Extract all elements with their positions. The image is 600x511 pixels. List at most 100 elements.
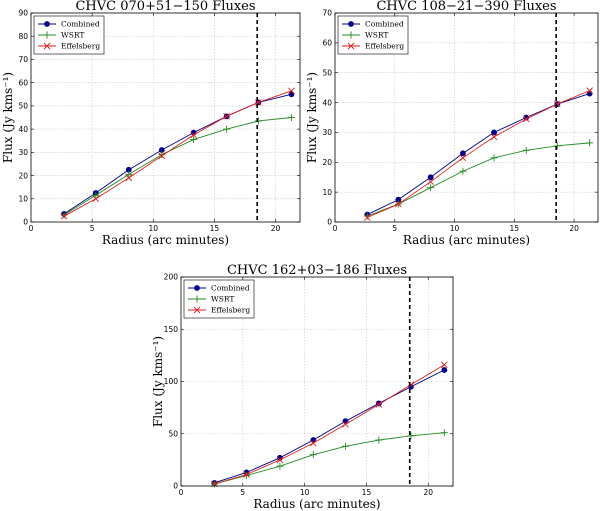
data-point-wsrt — [407, 432, 415, 440]
x-tick-label: 20 — [271, 224, 281, 233]
legend: Combined WSRT Effelsberg — [33, 15, 105, 55]
data-point-wsrt — [223, 125, 231, 133]
legend-label: WSRT — [61, 31, 84, 40]
x-tick-label: 5 — [90, 224, 95, 233]
data-point-combined — [460, 150, 466, 157]
data-point-effelsberg — [441, 361, 448, 369]
chart-panel-3: 0 5 10 15 20050100150200CombinedWSRTEffelsbe… — [151, 263, 454, 511]
legend-label: Effelsberg — [211, 306, 250, 315]
y-tick-label: 0 — [23, 218, 28, 227]
data-point-effelsberg — [125, 174, 133, 182]
y-tick-label: 50 — [18, 102, 28, 111]
y-tick-label: 10 — [18, 194, 28, 203]
legend-entry-effelsberg: Effelsberg — [342, 42, 404, 51]
y-tick-label: 80 — [18, 32, 28, 41]
legend-entry-wsrt: WSRT — [188, 295, 234, 304]
data-point-effelsberg — [190, 131, 197, 139]
data-point-combined — [288, 91, 295, 98]
data-point-effelsberg — [309, 439, 317, 447]
legend-marker — [43, 42, 51, 50]
data-point-effelsberg — [375, 401, 383, 408]
x-axis-label: Radius (arc minutes) — [253, 497, 380, 511]
legend-entry-combined: Combined — [342, 20, 404, 29]
legend-marker — [348, 21, 354, 27]
data-point-combined — [427, 174, 434, 181]
data-point-wsrt — [586, 139, 594, 147]
legend-entry-wsrt: WSRT — [38, 31, 84, 40]
data-point-wsrt — [190, 136, 198, 144]
y-tick-label: 150 — [164, 325, 179, 334]
x-tick-label: 0 — [29, 224, 34, 233]
legend-marker — [43, 31, 51, 39]
legend-label: WSRT — [211, 295, 234, 304]
y-tick-label: 20 — [18, 171, 28, 180]
legend-marker — [193, 295, 201, 303]
chart-title: CHVC 162+03−186 Fluxes — [227, 263, 407, 278]
data-point-wsrt — [287, 114, 295, 121]
data-point-effelsberg — [363, 214, 371, 221]
x-tick-label: 20 — [423, 488, 433, 497]
data-point-wsrt — [553, 142, 561, 150]
y-tick-label: 100 — [164, 377, 179, 386]
data-point-wsrt — [427, 184, 435, 192]
legend-marker — [347, 42, 355, 50]
y-axis-label: Flux (Jy kms⁻¹) — [1, 72, 15, 163]
x-axis-label: Radius (arc minutes) — [403, 233, 530, 247]
series-line-effelsberg — [63, 90, 292, 217]
x-tick-label: 0 — [179, 488, 184, 497]
data-point-wsrt — [522, 146, 530, 154]
data-point-effelsberg — [490, 133, 498, 141]
x-axis-label: Radius (arc minutes) — [102, 233, 229, 247]
y-tick-label: 40 — [18, 125, 28, 134]
series-effelsberg — [363, 87, 593, 221]
y-tick-label: 30 — [322, 128, 332, 137]
data-point-wsrt — [341, 442, 349, 450]
x-tick-label: 5 — [392, 224, 397, 233]
data-point-effelsberg — [223, 113, 230, 120]
chart-title: CHVC 108−21−390 Fluxes — [376, 0, 556, 14]
legend-label: Effelsberg — [61, 42, 100, 51]
data-point-combined — [491, 129, 497, 136]
y-tick-label: 0 — [327, 218, 332, 227]
x-tick-label: 15 — [362, 488, 372, 497]
series-line-wsrt — [367, 142, 590, 217]
legend-label: Combined — [61, 20, 100, 29]
chart-panel-2: 0 5 10 15 20 0 10 20 30 40 50 60 70 Combined WSRT Effel… — [305, 0, 599, 247]
data-point-effelsberg — [395, 200, 402, 208]
y-tick-label: 10 — [322, 188, 332, 197]
data-point-effelsberg — [342, 421, 349, 428]
legend-marker — [193, 306, 201, 314]
series-line-effelsberg — [214, 364, 445, 485]
data-point-wsrt — [375, 436, 383, 444]
legend: Combined WSRT Effelsberg — [183, 279, 255, 319]
data-point-wsrt — [440, 429, 448, 437]
series-line-wsrt — [214, 432, 445, 485]
y-axis-label: Flux (Jy kms⁻¹) — [151, 336, 165, 427]
data-point-wsrt — [459, 167, 467, 175]
y-tick-label: 30 — [18, 148, 28, 157]
data-point-effelsberg — [427, 178, 434, 186]
data-point-wsrt — [276, 462, 284, 470]
legend-marker — [347, 31, 355, 39]
x-tick-label: 10 — [300, 488, 310, 497]
x-tick-label: 10 — [450, 224, 460, 233]
legend-entry-wsrt: WSRT — [342, 31, 388, 40]
legend-entry-combined: Combined — [188, 284, 250, 293]
y-tick-label: 60 — [322, 39, 332, 48]
data-point-wsrt — [309, 451, 317, 459]
y-tick-label: 50 — [168, 429, 178, 438]
legend-label: WSRT — [365, 31, 388, 40]
y-tick-label: 40 — [322, 98, 332, 107]
data-point-wsrt — [92, 191, 100, 199]
legend-marker — [194, 285, 200, 291]
x-tick-label: 15 — [210, 224, 220, 233]
data-point-combined — [441, 367, 448, 373]
x-tick-label: 15 — [510, 224, 520, 233]
chart-title: CHVC 070+51−150 Fluxes — [75, 0, 255, 14]
plot-frame — [334, 12, 599, 223]
y-tick-label: 70 — [18, 55, 28, 64]
y-axis-label: Flux (Jy kms⁻¹) — [305, 72, 319, 163]
data-point-effelsberg — [276, 456, 284, 464]
y-tick-label: 50 — [322, 68, 332, 77]
